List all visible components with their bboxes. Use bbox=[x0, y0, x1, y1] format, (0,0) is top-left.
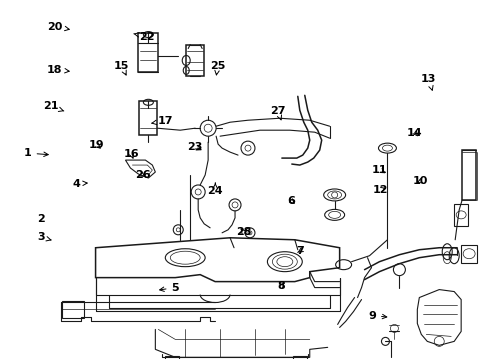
Text: 8: 8 bbox=[277, 281, 285, 291]
Text: 17: 17 bbox=[152, 116, 173, 126]
Bar bbox=[165, 356, 179, 360]
Bar bbox=[186, 45, 203, 76]
Text: 12: 12 bbox=[372, 185, 388, 195]
Text: 25: 25 bbox=[209, 61, 225, 75]
Text: 28: 28 bbox=[235, 227, 251, 237]
Text: 10: 10 bbox=[412, 176, 427, 186]
Bar bbox=[138, 32, 158, 72]
Text: 7: 7 bbox=[296, 246, 303, 256]
Text: 15: 15 bbox=[114, 61, 129, 75]
Text: 18: 18 bbox=[47, 64, 69, 75]
Bar bbox=[460, 245, 476, 263]
Bar bbox=[139, 101, 157, 135]
Text: 21: 21 bbox=[43, 102, 64, 112]
Text: 27: 27 bbox=[269, 106, 285, 120]
Text: 6: 6 bbox=[287, 196, 295, 206]
Text: 11: 11 bbox=[371, 165, 387, 175]
Bar bbox=[292, 356, 306, 360]
Text: 16: 16 bbox=[123, 149, 139, 159]
Text: 9: 9 bbox=[367, 311, 386, 320]
Text: 14: 14 bbox=[407, 128, 422, 138]
Bar bbox=[461, 150, 475, 200]
Text: 1: 1 bbox=[24, 148, 48, 158]
Text: 3: 3 bbox=[38, 232, 51, 242]
Bar bbox=[61, 301, 83, 319]
Text: 24: 24 bbox=[207, 183, 223, 196]
Text: 13: 13 bbox=[420, 74, 435, 90]
Text: 26: 26 bbox=[135, 170, 151, 180]
Text: 23: 23 bbox=[187, 142, 202, 152]
Bar bbox=[453, 204, 467, 226]
Text: 19: 19 bbox=[88, 140, 104, 150]
Text: 5: 5 bbox=[160, 283, 179, 293]
Text: 20: 20 bbox=[47, 22, 69, 32]
Text: 22: 22 bbox=[134, 32, 155, 41]
Text: 4: 4 bbox=[72, 179, 87, 189]
Text: 2: 2 bbox=[38, 215, 45, 224]
